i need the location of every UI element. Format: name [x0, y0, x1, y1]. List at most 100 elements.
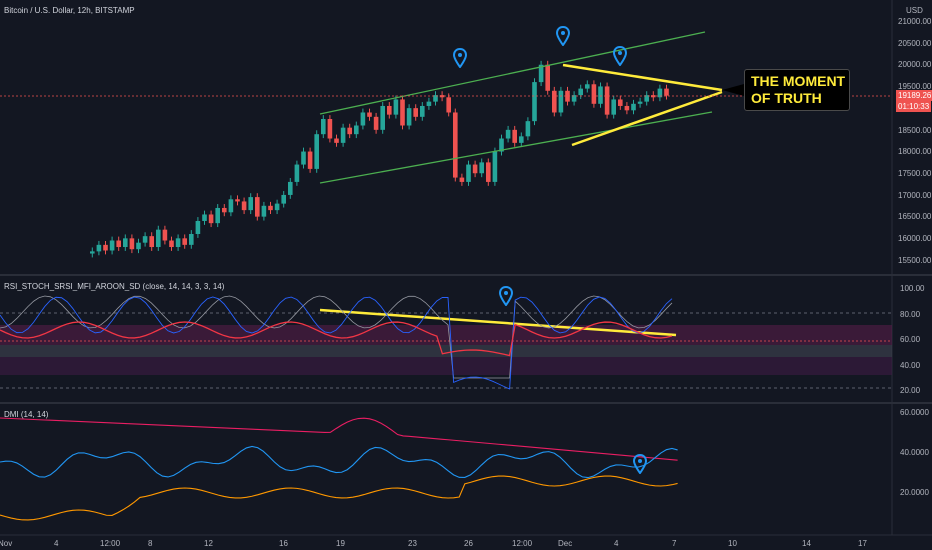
candle-body: [360, 112, 366, 126]
dmi-indicator-lines: [0, 417, 678, 521]
candle-body: [182, 238, 187, 245]
time-tick: 12:00: [512, 539, 533, 548]
candle-body: [301, 151, 306, 165]
candle-body: [578, 88, 583, 96]
candle-body: [644, 95, 649, 102]
candle-body: [538, 64, 544, 83]
callout-line-1: THE MOMENT: [751, 73, 846, 89]
rsi-stoch-line: [0, 295, 673, 379]
dmi-adx-line: [0, 417, 678, 461]
time-tick: 16: [279, 539, 288, 548]
candle-body: [129, 238, 135, 250]
dmi-minus-di-line: [0, 475, 678, 521]
map-pin-icon[interactable]: [499, 286, 513, 306]
time-tick: 10: [728, 539, 737, 548]
candle-body: [255, 197, 260, 217]
rsi-main-line: [0, 321, 673, 357]
time-tick: 14: [802, 539, 811, 548]
moment-of-truth-callout: THE MOMENT OF TRUTH: [744, 69, 850, 111]
price-tick: 20500.00: [898, 38, 932, 48]
candle-body: [195, 220, 201, 234]
price-tick: 16500.00: [898, 212, 932, 222]
candle-body: [505, 129, 511, 139]
candle-body: [532, 82, 537, 122]
drawing-overlays: [0, 31, 892, 337]
rsi-pane-title: RSI_STOCH_SRSI_MFI_AROON_SD (close, 14, …: [4, 282, 225, 291]
candle-body: [453, 112, 458, 178]
time-tick: 7: [672, 539, 677, 548]
candle-body: [525, 121, 531, 137]
candle-body: [598, 86, 603, 104]
candle-body: [519, 136, 524, 143]
candle-body: [321, 118, 326, 135]
dmi-plus-di-line: [0, 445, 678, 479]
currency-label: USD: [906, 6, 923, 15]
rsi-srsi-line: [0, 296, 673, 390]
time-tick: 23: [408, 539, 417, 548]
candle-body: [96, 244, 102, 252]
candle-body: [446, 97, 451, 113]
candle-body: [235, 199, 240, 202]
rsi-tick: 40.00: [900, 360, 921, 370]
candle-body: [334, 138, 339, 143]
rsi-trendline: [319, 308, 677, 337]
candle-body: [136, 242, 141, 250]
candle-body: [420, 105, 425, 117]
map-pin-icon[interactable]: [633, 454, 647, 474]
candle-body: [169, 240, 174, 248]
candle-body: [433, 95, 438, 102]
candle-body: [103, 244, 108, 251]
time-tick: 4: [614, 539, 619, 548]
candle-body: [459, 177, 465, 182]
map-pin-icon[interactable]: [453, 48, 467, 68]
price-tick: 16000.00: [898, 234, 932, 243]
candle-body: [373, 116, 379, 130]
candle-body: [611, 99, 616, 115]
map-pin-icon[interactable]: [613, 46, 627, 66]
candle-body: [657, 88, 663, 98]
candle-body: [294, 164, 300, 182]
candle-body: [162, 229, 168, 241]
time-tick: 4: [54, 539, 59, 548]
time-tick: 17: [858, 539, 867, 548]
time-tick: 19: [336, 539, 345, 548]
rsi-lower-band: [0, 357, 892, 375]
candle-body: [393, 99, 399, 115]
candle-body: [288, 181, 293, 195]
candle-body: [123, 238, 128, 248]
time-tick: 8: [148, 539, 153, 548]
candle-body: [565, 90, 570, 102]
candle-body: [664, 88, 669, 96]
candle-body: [241, 201, 247, 211]
time-tick: Dec: [558, 539, 573, 548]
candle-body: [228, 199, 234, 213]
candle-body: [585, 84, 590, 89]
time-tick: 12:00: [100, 539, 121, 548]
price-tick: 15500.00: [898, 255, 932, 265]
candle-body: [406, 108, 412, 126]
candle-body: [439, 95, 445, 98]
candle-body: [624, 105, 630, 111]
candle-body: [156, 229, 161, 248]
candle-body: [215, 207, 220, 224]
map-pin-icon[interactable]: [556, 26, 570, 46]
candle-body: [367, 112, 372, 117]
candlestick-series: [90, 60, 669, 258]
candle-body: [149, 236, 154, 248]
candle-body: [512, 129, 517, 143]
candle-body: [314, 134, 319, 169]
price-tick: 17500.00: [898, 168, 932, 178]
price-tick: 19500.00: [898, 82, 932, 92]
candle-body: [116, 240, 121, 248]
candle-body: [631, 103, 636, 111]
price-tick: 20000.00: [898, 60, 932, 70]
candle-body: [571, 95, 577, 102]
candle-body: [261, 205, 267, 217]
candle-body: [354, 125, 359, 135]
candle-body: [618, 99, 623, 106]
candle-body: [222, 207, 227, 213]
rsi-tick: 100.00: [900, 284, 925, 293]
candle-body: [189, 234, 194, 245]
candle-body: [413, 108, 418, 117]
